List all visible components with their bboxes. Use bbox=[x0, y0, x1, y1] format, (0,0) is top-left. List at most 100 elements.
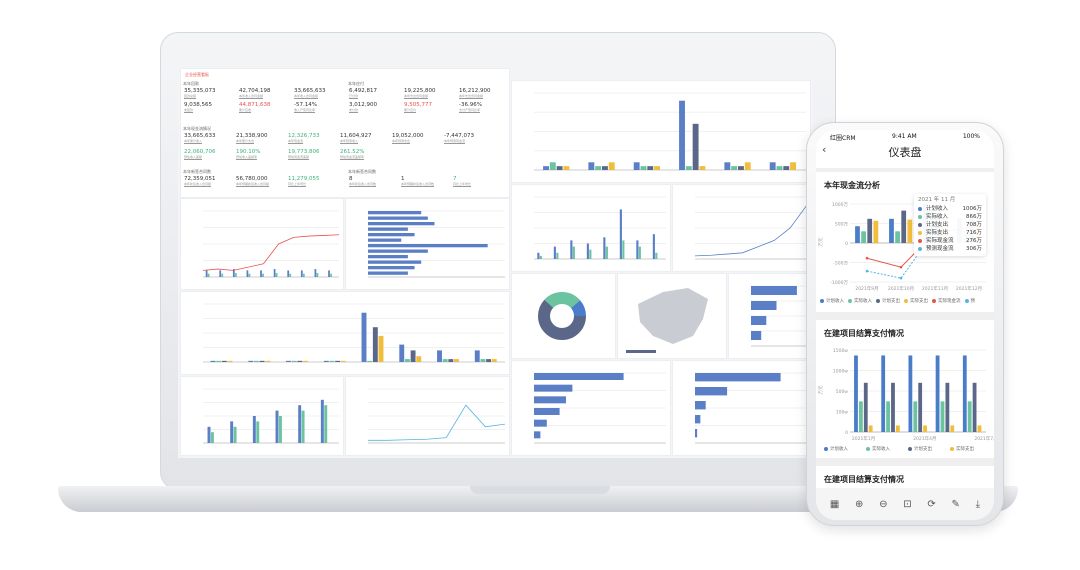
bar-实际收入[interactable] bbox=[861, 231, 866, 243]
bar[interactable] bbox=[368, 222, 435, 226]
bar[interactable] bbox=[368, 216, 428, 220]
bar[interactable] bbox=[638, 246, 641, 259]
bar[interactable] bbox=[751, 316, 767, 325]
bar[interactable] bbox=[303, 360, 308, 362]
kpi-item[interactable]: 190.10% 预估收入差额率 bbox=[236, 149, 260, 159]
kpi-item[interactable]: 9,505,777 累计应付 bbox=[404, 102, 432, 112]
bar[interactable] bbox=[262, 273, 264, 277]
bar[interactable] bbox=[692, 123, 699, 170]
bar-实际收入[interactable] bbox=[967, 401, 972, 432]
bar[interactable] bbox=[323, 360, 329, 362]
bar[interactable] bbox=[340, 360, 346, 362]
kpi-item[interactable]: 9,038,565 未回款 bbox=[184, 102, 212, 112]
bar[interactable] bbox=[259, 360, 265, 362]
bar[interactable] bbox=[368, 255, 408, 259]
bar[interactable] bbox=[751, 331, 762, 340]
bar[interactable] bbox=[210, 360, 216, 362]
bar[interactable] bbox=[221, 360, 227, 362]
bar-计划收入[interactable] bbox=[889, 218, 894, 243]
bar[interactable] bbox=[221, 273, 224, 277]
bar[interactable] bbox=[328, 270, 330, 277]
bar-实际支出[interactable] bbox=[907, 219, 913, 243]
bar[interactable] bbox=[474, 350, 480, 362]
line-point[interactable] bbox=[899, 265, 903, 269]
legend-item[interactable]: 实际现金流 bbox=[932, 298, 961, 304]
bar[interactable] bbox=[679, 100, 685, 170]
bar[interactable] bbox=[234, 273, 237, 277]
bar-实际支出[interactable] bbox=[868, 425, 873, 432]
bar[interactable] bbox=[602, 166, 608, 170]
bar-计划收入[interactable] bbox=[881, 355, 886, 432]
bar[interactable] bbox=[320, 399, 324, 443]
fit-icon[interactable]: ⊡ bbox=[903, 498, 912, 510]
bar[interactable] bbox=[454, 359, 459, 362]
bar[interactable] bbox=[586, 243, 589, 260]
kpi-item[interactable]: 1 本年预期新签收入合同数 bbox=[401, 176, 434, 186]
kpi-item[interactable]: 16,212,900 本年支出合同金额 bbox=[459, 88, 491, 98]
bar[interactable] bbox=[297, 360, 303, 362]
bar-计划收入[interactable] bbox=[854, 355, 858, 432]
bar[interactable] bbox=[534, 396, 566, 404]
legend-item[interactable]: 实际收入 bbox=[866, 446, 890, 452]
bar[interactable] bbox=[539, 255, 542, 259]
legend-item[interactable]: 计划支出 bbox=[908, 446, 932, 452]
bar[interactable] bbox=[253, 360, 259, 362]
bar-实际支出[interactable] bbox=[977, 425, 982, 432]
bar[interactable] bbox=[603, 237, 606, 259]
kpi-item[interactable]: 33,665,633 本年累计收入 bbox=[184, 133, 216, 143]
bar[interactable] bbox=[633, 162, 640, 170]
kpi-item[interactable]: 19,773,806 预估现金流差额 bbox=[288, 149, 320, 159]
bar[interactable] bbox=[751, 301, 777, 310]
kpi-item[interactable]: 3,012,900 未付款 bbox=[349, 102, 377, 112]
kpi-item[interactable]: 44,871,638 累计应收 bbox=[239, 102, 271, 112]
bar[interactable] bbox=[685, 166, 692, 170]
bar[interactable] bbox=[301, 410, 305, 443]
bar[interactable] bbox=[437, 350, 442, 362]
bar[interactable] bbox=[227, 360, 233, 362]
bar[interactable] bbox=[491, 359, 497, 362]
bar-实际收入[interactable] bbox=[913, 401, 918, 432]
bar[interactable] bbox=[302, 273, 305, 277]
kpi-item[interactable]: 56,780,000 本年预期新签收入合同额 bbox=[236, 176, 269, 186]
chevron-left-icon[interactable]: ‹ bbox=[822, 143, 827, 156]
bar[interactable] bbox=[399, 344, 405, 362]
bar[interactable] bbox=[537, 252, 540, 259]
bar[interactable] bbox=[588, 162, 595, 170]
bar[interactable] bbox=[368, 266, 415, 270]
bar[interactable] bbox=[368, 260, 422, 264]
bar[interactable] bbox=[572, 246, 575, 259]
bar-实际支出[interactable] bbox=[923, 425, 927, 432]
bar[interactable] bbox=[265, 360, 271, 362]
grid-icon[interactable]: ▦ bbox=[829, 498, 840, 510]
bar[interactable] bbox=[368, 238, 402, 242]
bar-实际收入[interactable] bbox=[886, 401, 890, 432]
kpi-item[interactable]: 11,604,927 本年预测收入 bbox=[340, 133, 372, 143]
kpi-item[interactable]: 72,359,051 本年新签收入合同额 bbox=[184, 176, 216, 186]
bar[interactable] bbox=[278, 416, 282, 443]
bar-计划支出[interactable] bbox=[918, 382, 923, 432]
bar[interactable] bbox=[248, 273, 251, 277]
bar[interactable] bbox=[275, 273, 278, 277]
bar[interactable] bbox=[751, 286, 797, 295]
kpi-item[interactable]: 8 本年新签收入合同数 bbox=[349, 176, 376, 186]
kpi-item[interactable]: -7,447,073 本年预测现金流 bbox=[444, 133, 474, 143]
bar[interactable] bbox=[534, 408, 560, 415]
bar-实际收入[interactable] bbox=[940, 401, 945, 432]
bar[interactable] bbox=[556, 166, 563, 170]
kpi-item[interactable]: 12,326,733 本年现金流 bbox=[288, 133, 320, 143]
bar[interactable] bbox=[275, 410, 279, 443]
bar[interactable] bbox=[553, 246, 556, 259]
bar[interactable] bbox=[776, 166, 783, 170]
bar-计划收入[interactable] bbox=[855, 226, 860, 243]
bar[interactable] bbox=[655, 252, 658, 259]
kpi-item[interactable]: 35,335,073 回款总额 bbox=[184, 88, 216, 98]
bar[interactable] bbox=[368, 271, 408, 275]
download-icon[interactable]: ⤓ bbox=[975, 498, 981, 510]
kpi-item[interactable]: 42,704,198 本年收入合同金额 bbox=[239, 88, 271, 98]
bar[interactable] bbox=[335, 360, 341, 362]
bar[interactable] bbox=[378, 335, 384, 362]
legend-item[interactable]: 预 bbox=[964, 298, 975, 304]
bar-计划收入[interactable] bbox=[935, 355, 940, 432]
line-point[interactable] bbox=[865, 269, 869, 273]
bar[interactable] bbox=[534, 431, 541, 439]
